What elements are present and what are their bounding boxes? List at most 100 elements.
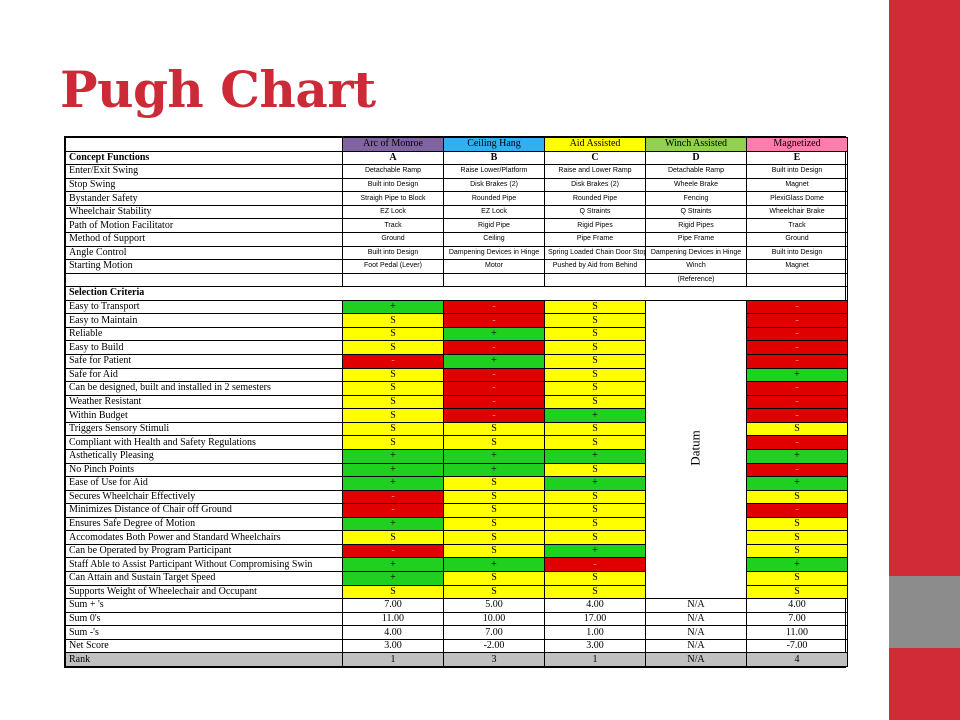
criteria-label: Accomodates Both Power and Standard Whee… (65, 530, 343, 545)
function-value: Fencing (645, 191, 747, 206)
criteria-label: Supports Weight of Wheelechair and Occup… (65, 584, 343, 600)
function-value: Rigid Pipes (645, 218, 747, 233)
function-value: Built into Design (342, 245, 444, 261)
summary-row: Rank 1 3 1 N/A 4 (65, 652, 848, 667)
function-row: Bystander Safety Straigh Pipe to Block Rou… (65, 191, 848, 206)
summary-value: 10.00 (443, 611, 545, 627)
reference-label: (Reference) (645, 272, 747, 288)
score-cell: S (342, 313, 444, 328)
criteria-label: Easy to Maintain (65, 313, 343, 328)
criteria-label: Secures Wheelchair Effectively (65, 489, 343, 505)
summary-value: N/A (645, 598, 747, 613)
function-value: Wheele Brake (645, 177, 747, 193)
function-value: Winch (645, 259, 747, 274)
function-label: Starting Motion (65, 259, 343, 274)
criteria-label: Reliable (65, 326, 343, 342)
score-cell: + (342, 448, 444, 464)
score-cell: S (544, 516, 646, 532)
score-cell: S (544, 394, 646, 410)
summary-value: -7.00 (746, 638, 848, 654)
function-value: Built into Design (746, 245, 848, 261)
score-cell: - (342, 489, 444, 505)
score-cell: S (342, 435, 444, 450)
score-cell: S (342, 530, 444, 545)
summary-value: 3.00 (342, 638, 444, 654)
criteria-label: Can be designed, built and installed in … (65, 381, 343, 396)
score-cell: - (443, 381, 545, 396)
concept-name-a: Arc of Monroe (342, 137, 444, 152)
score-cell: + (746, 476, 848, 491)
function-value: Pushed by Aid from Behind (544, 259, 646, 274)
datum-column: Datum (645, 299, 747, 600)
summary-label: Rank (65, 652, 343, 667)
concept-letter-e: E (746, 150, 848, 166)
score-cell: + (443, 557, 545, 572)
function-value: Motor (443, 259, 545, 274)
criteria-label: Weather Resistant (65, 394, 343, 410)
function-value: Rigid Pipe (443, 218, 545, 233)
score-cell: + (746, 557, 848, 572)
criteria-label: Ensures Safe Degree of Motion (65, 516, 343, 532)
score-cell: - (746, 340, 848, 355)
summary-value: 1 (342, 652, 444, 667)
score-cell: - (544, 557, 646, 572)
score-cell: - (746, 394, 848, 410)
summary-value: 4.00 (746, 598, 848, 613)
selection-criteria-label: Selection Criteria (65, 286, 848, 301)
score-cell: S (746, 530, 848, 545)
score-cell: - (443, 313, 545, 328)
summary-label: Sum 0's (65, 611, 343, 627)
score-cell: S (443, 489, 545, 505)
pugh-table: Arc of Monroe Ceiling Hang Aid Assisted Win… (64, 136, 848, 668)
function-label: Stop Swing (65, 177, 343, 193)
datum-label: Datum (687, 430, 703, 467)
concept-letter-b: B (443, 150, 545, 166)
function-value: Straigh Pipe to Block (342, 191, 444, 206)
score-cell: S (342, 421, 444, 437)
score-cell: S (342, 584, 444, 600)
summary-value: 7.00 (443, 625, 545, 640)
summary-value: N/A (645, 625, 747, 640)
score-cell: S (443, 421, 545, 437)
function-row: Method of Support Ground Ceiling Pipe Frame… (65, 231, 848, 247)
score-cell: + (746, 448, 848, 464)
function-value: Pipe Frame (544, 231, 646, 247)
criteria-row: Weather Resistant S - S - (65, 394, 848, 410)
score-cell: S (544, 584, 646, 600)
function-row: Enter/Exit Swing Detachable Ramp Raise Low… (65, 164, 848, 179)
score-cell: S (342, 326, 444, 342)
score-cell: S (544, 435, 646, 450)
function-value: Track (746, 218, 848, 233)
criteria-row: Reliable S + S - (65, 326, 848, 342)
function-row: Path of Motion Facilitator Track Rigid Pip… (65, 218, 848, 233)
summary-value: 3 (443, 652, 545, 667)
score-cell: - (443, 394, 545, 410)
function-label: Wheelchair Stability (65, 204, 343, 220)
function-value: Built into Design (746, 164, 848, 179)
score-cell: + (342, 557, 444, 572)
function-value: Ground (342, 231, 444, 247)
concept-name-c: Aid Assisted (544, 137, 646, 152)
function-row: Starting Motion Foot Pedal (Lever) Motor Pu… (65, 259, 848, 274)
criteria-label: Compliant with Health and Safety Regulat… (65, 435, 343, 450)
criteria-row: Easy to Transport + - S Datum - (65, 299, 848, 600)
criteria-row: Safe for Patient - + S - (65, 354, 848, 369)
score-cell: - (746, 313, 848, 328)
criteria-label: Triggers Sensory Stimuli (65, 421, 343, 437)
score-cell: S (443, 516, 545, 532)
score-cell: + (544, 543, 646, 559)
summary-value: 4.00 (342, 625, 444, 640)
criteria-row: Safe for Aid S - S + (65, 367, 848, 383)
score-cell: + (342, 516, 444, 532)
score-cell: - (746, 381, 848, 396)
score-cell: - (746, 299, 848, 315)
summary-row: Sum + 's 7.00 5.00 4.00 N/A 4.00 (65, 598, 848, 613)
score-cell: - (342, 543, 444, 559)
criteria-label: Within Budget (65, 408, 343, 423)
concept-functions-label: Concept Functions (65, 150, 343, 166)
score-cell: S (746, 489, 848, 505)
score-cell: S (746, 516, 848, 532)
concept-name-row: Arc of Monroe Ceiling Hang Aid Assisted Win… (65, 137, 848, 152)
summary-label: Net Score (65, 638, 343, 654)
criteria-label: Ease of Use for Aid (65, 476, 343, 491)
